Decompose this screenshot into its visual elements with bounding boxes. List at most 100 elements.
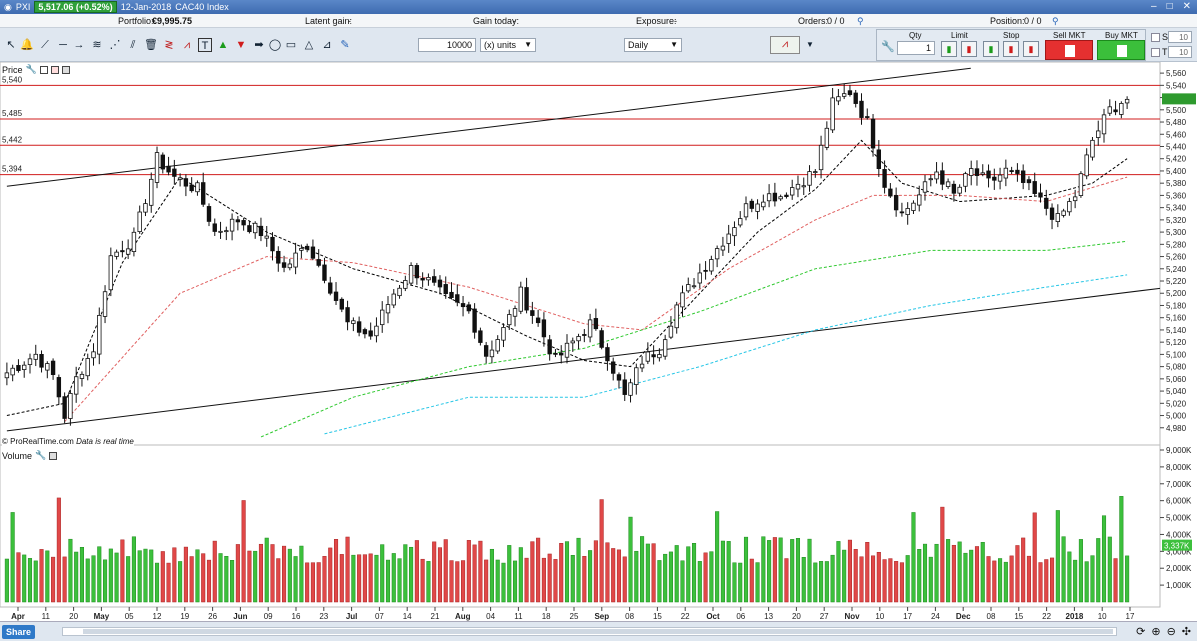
candle-body <box>460 303 466 308</box>
price-axis-label: 5,440 <box>1166 142 1187 151</box>
t-checkbox[interactable] <box>1151 48 1160 57</box>
price-panel-title: Price <box>2 64 23 75</box>
candle-body <box>449 291 454 298</box>
horizontal-line-icon[interactable]: ─ <box>59 39 67 51</box>
maximize-button[interactable]: □ <box>1166 1 1173 12</box>
volume-bar <box>114 552 119 603</box>
fan-icon[interactable]: ⋰ <box>109 39 121 51</box>
candle-body <box>339 298 344 310</box>
s-value-input[interactable]: 10 <box>1168 31 1192 43</box>
candle-body <box>738 218 743 226</box>
quantity-input[interactable]: 10000 <box>418 38 476 52</box>
volume-bar <box>443 539 448 603</box>
alert-bell-icon[interactable]: 🔔 <box>20 39 34 51</box>
close-panel-icon[interactable] <box>49 451 58 460</box>
order-panel: 🔧 Qty 1 Limit ▮ ▮ Stop ▮ ▮ ▮ Sell MKT Bu… <box>876 29 1146 61</box>
limit-buy-button[interactable]: ▮ <box>941 41 957 57</box>
volume-bar <box>697 561 702 603</box>
volume-bar <box>1055 510 1060 603</box>
candle-body <box>674 304 679 329</box>
text-icon[interactable]: T <box>198 38 212 52</box>
volume-bar <box>420 558 425 603</box>
orders-link-icon[interactable]: ⚲ <box>857 16 864 26</box>
trash-icon[interactable]: 🗑 <box>144 39 158 51</box>
zigzag-icon[interactable]: ≷ <box>164 39 174 51</box>
measure-icon[interactable]: ⊿ <box>322 39 332 51</box>
sell-market-button[interactable] <box>1045 40 1093 60</box>
indicators-icon[interactable]: ⩘ <box>770 36 800 54</box>
add-indicator-icon[interactable] <box>50 65 59 74</box>
stop-buy-button[interactable]: ▮ <box>983 41 999 57</box>
period-select[interactable]: Daily ▼ <box>624 38 682 52</box>
volume-bar <box>611 548 616 603</box>
position-link-icon[interactable]: ⚲ <box>1052 16 1059 26</box>
maximize-panel-icon[interactable] <box>39 65 48 74</box>
stop-sell-button[interactable]: ▮ <box>1003 41 1019 57</box>
volume-bar <box>270 544 275 603</box>
time-axis-label: 19 <box>180 612 189 621</box>
volume-bar <box>547 553 552 603</box>
volume-bar <box>126 556 131 603</box>
volume-bar <box>899 562 904 603</box>
candle-body <box>634 367 639 385</box>
candle-body <box>281 262 287 268</box>
candle-body <box>27 358 33 365</box>
time-axis-label: 11 <box>42 612 51 621</box>
time-axis-label: Dec <box>956 612 971 621</box>
zoom-out-icon[interactable]: ⊖ <box>1166 626 1176 638</box>
t-value-input[interactable]: 10 <box>1168 46 1192 58</box>
candle-body <box>622 379 627 395</box>
wrench-icon[interactable]: 🔧 <box>881 41 895 53</box>
close-button[interactable]: ✕ <box>1182 1 1191 12</box>
cursor-icon[interactable]: ↖ <box>6 39 16 51</box>
candle-body <box>143 203 148 213</box>
share-button[interactable]: Share <box>2 625 36 639</box>
channel-icon[interactable]: ⫽ <box>130 39 136 51</box>
time-axis-label: Jun <box>233 612 247 621</box>
polyline-icon[interactable]: ⩘ <box>183 39 191 51</box>
volume-bar <box>686 546 691 603</box>
candle-body <box>258 225 264 237</box>
candle-body <box>524 287 529 311</box>
down-arrow-icon[interactable]: ▼ <box>235 39 247 51</box>
wrench-icon[interactable]: 🔧 <box>25 64 37 74</box>
close-panel-icon[interactable] <box>61 65 70 74</box>
indicators-dropdown-icon[interactable]: ▼ <box>806 40 814 49</box>
trendline-icon[interactable]: ⟋ <box>41 39 49 51</box>
wrench-icon[interactable]: 🔧 <box>35 450 47 460</box>
time-axis-label: 15 <box>653 612 662 621</box>
candle-body <box>662 339 668 357</box>
up-arrow-icon[interactable]: ▲ <box>217 39 229 51</box>
order-qty-input[interactable]: 1 <box>897 41 935 55</box>
arrow-right-icon[interactable]: ➡ <box>254 39 264 51</box>
minimize-button[interactable]: – <box>1151 1 1157 12</box>
candle-body <box>818 144 824 171</box>
buy-mkt-label: Buy MKT <box>1105 31 1138 40</box>
stop-extra-button[interactable]: ▮ <box>1023 41 1039 57</box>
candle-body <box>1124 98 1130 104</box>
price-axis-label: 5,540 <box>1166 81 1187 90</box>
time-scrollbar[interactable] <box>62 627 1117 636</box>
units-select[interactable]: (x) units ▼ <box>480 38 536 52</box>
fibonacci-icon[interactable]: ≋ <box>92 39 102 51</box>
ray-icon[interactable]: → <box>73 39 85 51</box>
scrollbar-thumb[interactable] <box>83 629 1113 634</box>
price-volume-chart[interactable]: 4,980 5,000 5,020 5,040 5,060 5,080 5,100 5,120… <box>0 62 1197 621</box>
reload-icon[interactable]: ⟳ <box>1136 626 1146 638</box>
volume-bar <box>1067 551 1072 603</box>
pan-icon[interactable]: ✣ <box>1181 626 1191 638</box>
rectangle-icon[interactable]: ▭ <box>285 39 297 51</box>
buy-market-button[interactable] <box>1097 40 1145 60</box>
volume-bar <box>645 543 650 603</box>
zoom-in-icon[interactable]: ⊕ <box>1151 626 1161 638</box>
ellipse-icon[interactable]: ◯ <box>268 39 282 51</box>
triangle-icon[interactable]: △ <box>304 39 314 51</box>
volume-bar <box>709 551 714 603</box>
volume-bar <box>888 558 893 603</box>
s-checkbox[interactable] <box>1151 33 1160 42</box>
pencil-icon[interactable]: ✎ <box>340 39 350 51</box>
candle-body <box>443 284 448 295</box>
volume-bar <box>813 562 818 603</box>
limit-sell-button[interactable]: ▮ <box>961 41 977 57</box>
volume-bar <box>963 552 968 603</box>
